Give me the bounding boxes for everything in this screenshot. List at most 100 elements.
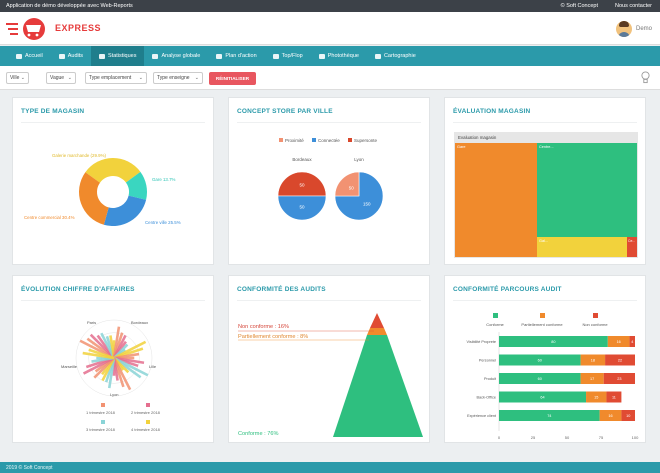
label-non-conforme: Non conforme : 16%: [238, 324, 289, 330]
bar-value-label: 22: [618, 359, 622, 363]
pie-slice[interactable]: [277, 195, 327, 221]
stacked-bar-segment[interactable]: [599, 410, 622, 421]
axis-lyon: Lyon: [110, 392, 119, 397]
header: EXPRESS Demo: [0, 12, 660, 45]
avatar[interactable]: [615, 21, 632, 37]
nav-icon: [152, 53, 159, 59]
legend-label: Connectée: [318, 138, 340, 143]
axis-marseille: Marseille: [61, 364, 78, 369]
nav-icon: [99, 53, 106, 59]
category-label: Back-Office: [476, 396, 496, 400]
legend-swatch: [101, 403, 105, 407]
footer: 2019 © Soft Concept: [0, 462, 660, 473]
top-bar: Application de démo développée avec Web-…: [0, 0, 660, 12]
nav-label: Cartographie: [383, 53, 416, 59]
main-nav: Accueil Audits Statistiques Analyse globale…: [0, 46, 660, 66]
nav-item-accueil[interactable]: Accueil: [8, 46, 51, 66]
stacked-bar-segment[interactable]: [607, 336, 630, 347]
lightbulb-icon[interactable]: [641, 71, 650, 84]
nav-item-cartographie[interactable]: Cartographie: [367, 46, 424, 66]
radar-grid: [75, 319, 153, 397]
legend-label: Non conforme: [582, 322, 608, 327]
bar-value-label: 15: [594, 396, 598, 400]
nav-item-plan-d-action[interactable]: Plan d'action: [208, 46, 264, 66]
pyramid-non-conforme[interactable]: [370, 313, 384, 328]
app-title: Application de démo développée avec Web-…: [6, 3, 133, 9]
donut-slice-centre-commercial[interactable]: [79, 172, 109, 225]
card-title: ÉVALUATION MAGASIN: [453, 108, 531, 115]
category-label: Personnel: [479, 359, 496, 363]
pie-slice[interactable]: [277, 171, 327, 197]
pie-slice[interactable]: [334, 171, 360, 197]
treemap-label-galerie: Gal...: [539, 239, 548, 243]
pyramid-conforme[interactable]: [333, 335, 423, 437]
nav-item-top-flop[interactable]: Top/Flop: [265, 46, 311, 66]
pie-value-label: 50: [349, 186, 355, 191]
donut-slice-gare[interactable]: [125, 171, 147, 200]
legend-label: Proximité: [285, 138, 304, 143]
treemap-galerie[interactable]: [537, 237, 627, 257]
chevron-down-icon: ⌄: [20, 75, 25, 81]
stacked-bar-segment[interactable]: [580, 354, 606, 366]
cart-logo-icon[interactable]: [6, 17, 52, 41]
type-enseigne-select[interactable]: Type enseigne ⌄: [153, 72, 203, 84]
user-menu[interactable]: Demo: [615, 21, 652, 37]
donut-slice-galerie-marchande[interactable]: [85, 158, 141, 183]
stacked-bar-segment[interactable]: [606, 391, 622, 403]
label-partiel: Partiellement conforme : 8%: [238, 334, 308, 340]
vague-select[interactable]: Vague ⌄: [46, 72, 76, 84]
label-galerie: Galerie marchande (29.9%): [52, 153, 106, 158]
nav-label: Accueil: [25, 53, 43, 59]
card-title: ÉVOLUTION CHIFFRE D'AFFAIRES: [21, 286, 135, 293]
nav-item-statistiques[interactable]: Statistiques: [91, 46, 145, 66]
treemap-chart: Evaluation magasin Gare Centre... Gal...…: [454, 132, 638, 258]
donut-slice-centre-ville[interactable]: [103, 195, 147, 227]
pie-slice[interactable]: [334, 171, 384, 221]
stacked-bar-segment[interactable]: [586, 391, 607, 403]
type-emplacement-select[interactable]: Type emplacement ⌄: [85, 72, 147, 84]
legend-swatch: [279, 138, 283, 142]
bar-value-label: 80: [551, 340, 555, 344]
legend-label: 2 trimestre 2018: [131, 410, 161, 415]
nav-item-audits[interactable]: Audits: [51, 46, 91, 66]
stacked-bar-segment[interactable]: [621, 410, 635, 421]
treemap-centre[interactable]: [537, 143, 637, 237]
legend-label: Supersonte: [354, 138, 378, 143]
stacked-bar-segment[interactable]: [580, 373, 604, 384]
legend-swatch: [312, 138, 316, 142]
divider: [237, 122, 421, 123]
label-centre-ville: Centre ville 25.5%: [145, 220, 181, 225]
divider: [21, 300, 205, 301]
stacked-bar-segment[interactable]: [499, 391, 587, 403]
pyramid-partiel[interactable]: [367, 328, 387, 335]
ville-select[interactable]: Ville ⌄: [6, 72, 29, 84]
treemap-label-centre: Centre...: [539, 145, 554, 149]
nav-icon: [272, 53, 279, 59]
contact-link[interactable]: Nous contacter: [615, 3, 652, 9]
treemap-gare[interactable]: [455, 143, 537, 257]
x-tick-label: 100: [632, 435, 639, 440]
stacked-bar-segment[interactable]: [629, 336, 635, 347]
treemap-title: Evaluation magasin: [458, 135, 497, 140]
stacked-bar-segment[interactable]: [499, 354, 581, 366]
nav-label: Audits: [67, 53, 84, 59]
stacked-bar-segment[interactable]: [605, 354, 635, 366]
nav-label: Plan d'action: [225, 53, 257, 59]
stacked-bar-segment[interactable]: [499, 410, 600, 421]
concept-store-chart: Proximité Connectée Supersonte Bordeaux 50 5…: [277, 138, 384, 221]
nav-label: Statistiques: [108, 53, 137, 59]
brand-link[interactable]: © Soft Concept: [560, 3, 598, 9]
stacked-bar-segment[interactable]: [499, 373, 581, 384]
nav-item-phototh-que[interactable]: Photothèque: [311, 46, 367, 66]
card-parcours-audit: CONFORMITÉ PARCOURS AUDIT Conforme Partie…: [444, 275, 646, 443]
treemap-ce[interactable]: [627, 237, 637, 257]
stacked-bar-segment[interactable]: [603, 373, 635, 384]
radar-bar[interactable]: [88, 348, 115, 360]
nav-icon: [374, 53, 381, 59]
card-title: CONCEPT STORE PAR VILLE: [237, 108, 333, 115]
reset-button[interactable]: RÉINITIALISER: [209, 72, 256, 85]
stacked-bar-segment[interactable]: [499, 336, 608, 347]
bar-value-label: 10: [626, 414, 630, 418]
nav-label: Photothèque: [327, 53, 359, 59]
nav-item-analyse-globale[interactable]: Analyse globale: [144, 46, 208, 66]
